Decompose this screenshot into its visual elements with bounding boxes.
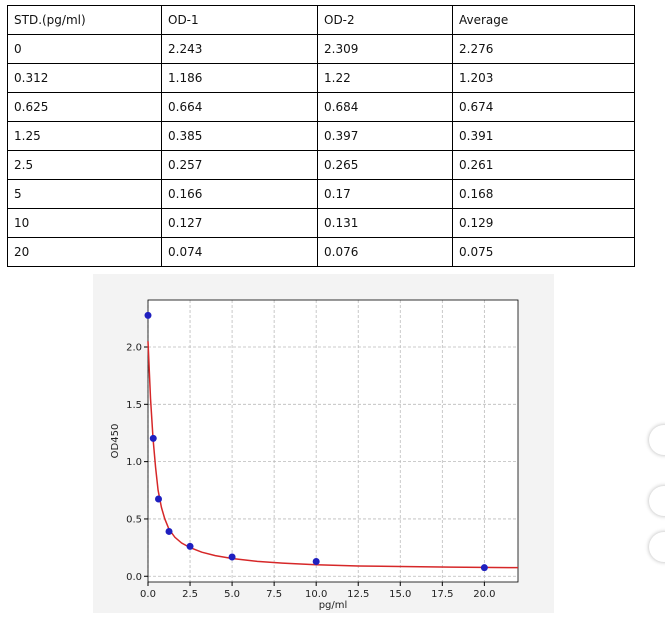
data-point xyxy=(149,434,157,442)
data-point xyxy=(155,495,163,503)
plot-area xyxy=(148,300,518,582)
table-cell: Average xyxy=(452,5,635,35)
table-row: 10 0.127 0.131 0.129 xyxy=(7,208,635,238)
x-tick-label: 12.5 xyxy=(347,589,369,600)
table-cell: 0.257 xyxy=(161,150,318,180)
x-tick-label: 10.0 xyxy=(305,589,327,600)
fit-button[interactable] xyxy=(649,425,665,455)
table-cell: 0.074 xyxy=(161,237,318,267)
table-cell: 0.674 xyxy=(452,92,635,122)
data-point xyxy=(228,553,236,561)
table-row: 0 2.243 2.309 2.276 xyxy=(7,34,635,64)
x-tick-label: 0.0 xyxy=(140,589,156,600)
plot-frame xyxy=(147,299,519,583)
table-row: 0.312 1.186 1.22 1.203 xyxy=(7,63,635,93)
table-row: 20 0.074 0.076 0.075 xyxy=(7,237,635,267)
table-cell: 2.276 xyxy=(452,34,635,64)
x-tick-label: 2.5 xyxy=(182,589,198,600)
table-cell: 0.075 xyxy=(452,237,635,267)
table-cell: 10 xyxy=(7,208,162,238)
table-cell: 0.076 xyxy=(317,237,453,267)
table-cell: 0.397 xyxy=(317,121,453,151)
table-cell: STD.(pg/ml) xyxy=(7,5,162,35)
table-cell: 0.168 xyxy=(452,179,635,209)
table-cell: 0.127 xyxy=(161,208,318,238)
table-cell: 2.309 xyxy=(317,34,453,64)
table-row: STD.(pg/ml) OD-1 OD-2 Average xyxy=(7,5,635,35)
data-point xyxy=(165,527,173,535)
data-point xyxy=(312,557,320,565)
zoom-in-button[interactable] xyxy=(649,486,665,516)
y-tick-label: 0.5 xyxy=(126,514,142,525)
x-tick-label: 15.0 xyxy=(389,589,411,600)
y-tick-label: 0.0 xyxy=(126,572,142,583)
x-tick-label: 17.5 xyxy=(431,589,453,600)
table-cell: 0.385 xyxy=(161,121,318,151)
x-tick-label: 5.0 xyxy=(224,589,240,600)
data-point xyxy=(186,542,194,550)
y-tick-label: 2.0 xyxy=(126,343,142,354)
table-cell: 0.664 xyxy=(161,92,318,122)
x-tick-label: 7.5 xyxy=(266,589,282,600)
data-table: STD.(pg/ml) OD-1 OD-2 Average 0 2.243 2.309 2.2… xyxy=(7,5,635,267)
x-tick-label: 20.0 xyxy=(473,589,495,600)
table-cell: OD-1 xyxy=(161,5,318,35)
y-axis-label: OD450 xyxy=(110,424,121,459)
zoom-out-button[interactable] xyxy=(649,532,665,562)
y-tick-label: 1.5 xyxy=(126,400,142,411)
table-row: 1.25 0.385 0.397 0.391 xyxy=(7,121,635,151)
table-cell: 0.625 xyxy=(7,92,162,122)
y-tick-label: 1.0 xyxy=(126,457,142,468)
table-cell: 0.261 xyxy=(452,150,635,180)
data-point xyxy=(144,311,152,319)
x-axis-label: pg/ml xyxy=(319,600,348,611)
data-point xyxy=(480,564,488,572)
